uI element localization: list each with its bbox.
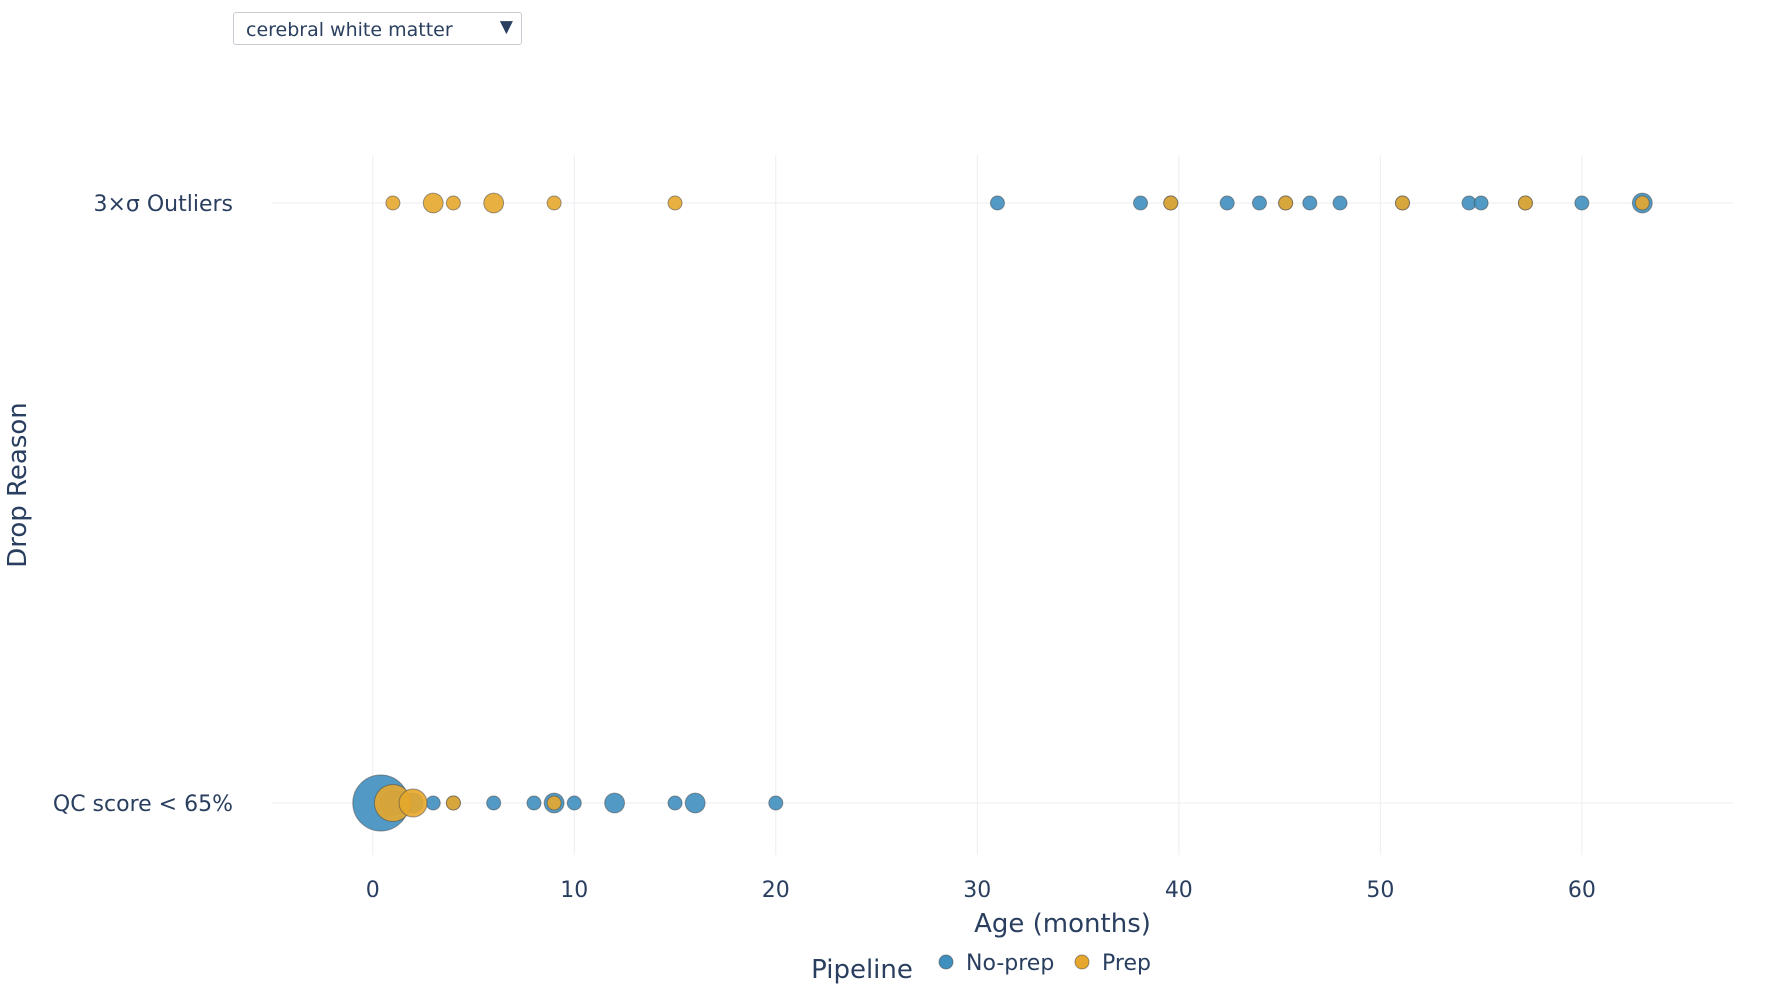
data-point-prep [546,195,562,211]
data-point-prep [385,195,401,211]
axis-layer: 0 10 20 30 40 50 60 3×σ Outliers QC score < 65% A… [3,192,1596,939]
data-point-prep [483,192,505,214]
data-point-prep [1634,195,1650,211]
data-point-no-prep [1251,195,1267,211]
data-point-prep [1395,195,1411,211]
data-point-no-prep [667,795,683,811]
grid-layer [272,155,1733,855]
y-tick-label: 3×σ Outliers [93,192,233,217]
legend-item-no-prep[interactable]: No-prep [938,951,1054,976]
legend-item-prep[interactable]: Prep [1074,951,1151,976]
data-point-no-prep [566,795,582,811]
data-point-no-prep [425,795,441,811]
data-point-no-prep [1133,195,1149,211]
data-point-prep [445,795,461,811]
chevron-down-icon: ▼ [499,17,513,37]
x-axis-title: Age (months) [974,909,1151,939]
x-tick-label: 30 [963,878,991,903]
region-dropdown[interactable]: cerebral white matter ▼ [233,12,522,45]
data-point-no-prep [768,795,784,811]
data-point-no-prep [1574,195,1590,211]
x-tick-label: 20 [762,878,790,903]
data-point-prep [667,195,683,211]
data-point-prep [546,795,562,811]
y-tick-label: QC score < 65% [53,792,233,817]
x-tick-label: 40 [1165,878,1193,903]
data-point-prep [1517,195,1533,211]
data-point-no-prep [1473,195,1489,211]
data-point-no-prep [1302,195,1318,211]
data-point-prep [445,195,461,211]
legend[interactable]: Pipeline No-prep Prep [811,951,1151,985]
data-point-prep [1278,195,1294,211]
legend-marker [1074,954,1090,970]
points-layer [352,192,1653,832]
x-tick-label: 10 [560,878,588,903]
dropdown-selected-value: cerebral white matter [246,19,453,41]
data-point-no-prep [684,792,706,814]
x-tick-label: 0 [366,878,380,903]
legend-title: Pipeline [811,955,913,985]
legend-marker [938,954,954,970]
legend-label: No-prep [966,951,1054,976]
data-point-prep [422,192,444,214]
x-tick-label: 50 [1366,878,1394,903]
data-point-no-prep [486,795,502,811]
data-point-no-prep [1219,195,1235,211]
data-point-prep [398,788,428,818]
legend-label: Prep [1102,951,1151,976]
data-point-prep [1163,195,1179,211]
data-point-no-prep [604,792,625,814]
data-point-no-prep [989,195,1005,211]
data-point-no-prep [1332,195,1348,211]
data-point-no-prep [526,795,542,811]
x-tick-label: 60 [1568,878,1596,903]
y-axis-title: Drop Reason [3,402,33,568]
